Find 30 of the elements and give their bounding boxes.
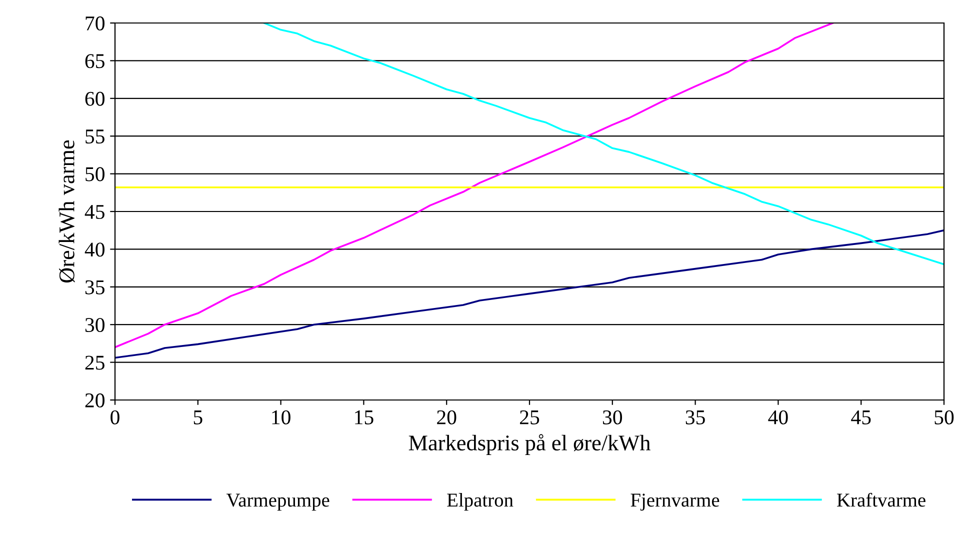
x-tick-label: 0 <box>110 410 120 424</box>
y-tick-label: 25 <box>85 356 104 370</box>
x-tick-label: 15 <box>355 410 374 424</box>
x-tick-label: 45 <box>851 410 871 424</box>
x-tick-label: 35 <box>686 410 705 424</box>
y-tick-label: 50 <box>86 167 104 182</box>
x-tick-label: 20 <box>437 410 456 424</box>
x-tick-label: 50 <box>934 410 954 424</box>
x-tick-label: 5 <box>194 410 202 424</box>
x-tick-label: 30 <box>602 410 622 424</box>
y-tick-label: 45 <box>84 205 104 219</box>
legend-label: Varmepumpe <box>226 494 330 511</box>
y-tick-label: 35 <box>85 280 104 294</box>
y-tick-label: 60 <box>85 92 104 106</box>
legend-label: Fjernvarme <box>630 494 720 511</box>
line-series <box>115 23 834 348</box>
legend-label: Elpatron <box>447 493 514 511</box>
x-tick-label: 10 <box>272 410 290 424</box>
legend-label: Kraftvarme <box>837 492 926 507</box>
y-tick-label: 70 <box>86 16 104 30</box>
x-tick-label: 40 <box>768 410 788 424</box>
y-tick-label: 55 <box>86 130 104 144</box>
y-tick-label: 30 <box>85 318 104 332</box>
y-tick-label: 65 <box>85 54 104 68</box>
x-axis-title: Markedspris på el øre/kWh <box>408 434 650 455</box>
y-tick-label: 20 <box>85 393 104 408</box>
y-tick-label: 40 <box>84 242 104 257</box>
x-tick-label: 25 <box>520 410 540 424</box>
line-series <box>263 23 944 266</box>
y-axis-title: Øre/kWh varme <box>58 140 75 282</box>
